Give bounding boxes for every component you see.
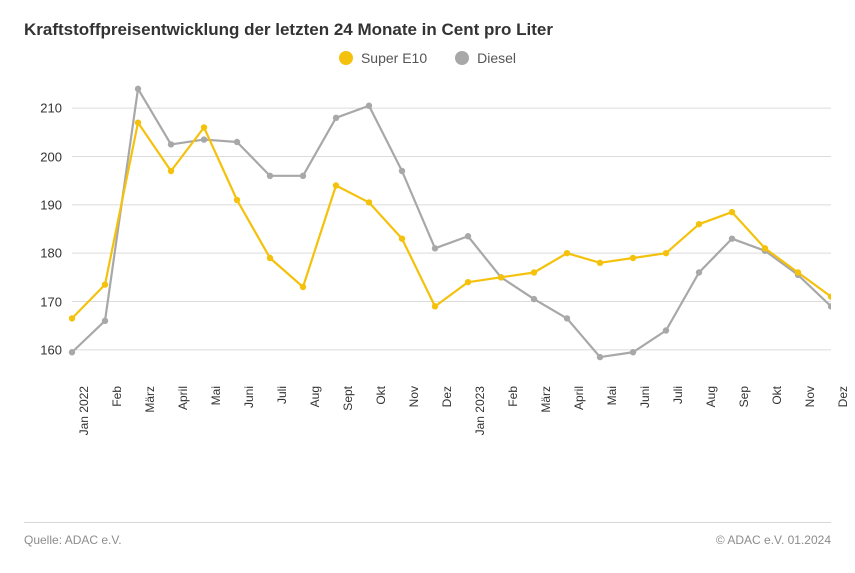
x-tick-label: April (572, 386, 586, 410)
x-tick-label: Sep (737, 386, 751, 407)
legend-swatch-super-e10 (339, 51, 353, 65)
series-point (399, 235, 405, 241)
y-tick-label: 200 (24, 149, 62, 164)
series-point (564, 315, 570, 321)
series-point (432, 245, 438, 251)
copyright-label: © ADAC e.V. 01.2024 (716, 533, 831, 547)
series-point (333, 115, 339, 121)
series-point (102, 318, 108, 324)
y-tick-label: 190 (24, 197, 62, 212)
series-point (135, 119, 141, 125)
series-point (597, 260, 603, 266)
series-point (630, 255, 636, 261)
x-tick-label: Nov (803, 386, 817, 407)
x-tick-label: Juli (275, 386, 289, 404)
series-point (168, 168, 174, 174)
source-label: Quelle: ADAC e.V. (24, 533, 122, 547)
series-point (267, 255, 273, 261)
series-point (465, 233, 471, 239)
series-point (168, 141, 174, 147)
y-tick-label: 210 (24, 101, 62, 116)
x-tick-label: Nov (407, 386, 421, 407)
series-point (69, 315, 75, 321)
x-tick-label: Jan 2023 (473, 386, 487, 435)
x-tick-label: Aug (308, 386, 322, 407)
x-tick-label: Aug (704, 386, 718, 407)
series-point (564, 250, 570, 256)
x-tick-label: Jan 2022 (77, 386, 91, 435)
series-point (366, 103, 372, 109)
series-point (696, 221, 702, 227)
chart-legend: Super E10 Diesel (24, 50, 831, 66)
series-point (300, 173, 306, 179)
series-point (795, 269, 801, 275)
series-point (663, 327, 669, 333)
legend-swatch-diesel (455, 51, 469, 65)
chart-title: Kraftstoffpreisentwicklung der letzten 2… (24, 20, 831, 40)
x-tick-label: Juli (671, 386, 685, 404)
legend-label-super-e10: Super E10 (361, 50, 427, 66)
x-tick-label: April (176, 386, 190, 410)
series-point (135, 86, 141, 92)
series-point (366, 199, 372, 205)
series-point (531, 296, 537, 302)
series-point (531, 269, 537, 275)
x-tick-label: Okt (374, 386, 388, 405)
series-point (69, 349, 75, 355)
series-point (234, 139, 240, 145)
x-tick-label: Mai (209, 386, 223, 405)
x-tick-label: Feb (506, 386, 520, 407)
series-point (762, 245, 768, 251)
series-point (597, 354, 603, 360)
series-point (465, 279, 471, 285)
series-point (498, 274, 504, 280)
y-tick-label: 180 (24, 246, 62, 261)
series-point (267, 173, 273, 179)
series-point (399, 168, 405, 174)
series-point (696, 269, 702, 275)
chart-footer: Quelle: ADAC e.V. © ADAC e.V. 01.2024 (24, 522, 831, 547)
series-point (729, 209, 735, 215)
x-tick-label: Dez (836, 386, 850, 407)
series-point (333, 182, 339, 188)
x-tick-label: Mai (605, 386, 619, 405)
y-tick-label: 170 (24, 294, 62, 309)
x-tick-label: Okt (770, 386, 784, 405)
series-point (729, 235, 735, 241)
series-point (234, 197, 240, 203)
x-tick-label: Juni (242, 386, 256, 408)
x-tick-label: Feb (110, 386, 124, 407)
x-tick-label: Dez (440, 386, 454, 407)
series-point (300, 284, 306, 290)
x-tick-label: März (539, 386, 553, 413)
x-tick-label: Juni (638, 386, 652, 408)
chart-plot-area: 160 170 180 190 200 210 Jan 2022 Feb März April Ma… (24, 74, 831, 454)
series-point (432, 303, 438, 309)
x-tick-label: Sept (341, 386, 355, 411)
series-line-diesel (72, 89, 831, 357)
series-point (630, 349, 636, 355)
series-line-super-e10 (72, 123, 831, 319)
y-tick-label: 160 (24, 342, 62, 357)
series-point (201, 124, 207, 130)
x-tick-label: März (143, 386, 157, 413)
series-point (663, 250, 669, 256)
legend-label-diesel: Diesel (477, 50, 516, 66)
series-point (102, 281, 108, 287)
legend-item-diesel: Diesel (455, 50, 516, 66)
legend-item-super-e10: Super E10 (339, 50, 427, 66)
series-point (201, 136, 207, 142)
